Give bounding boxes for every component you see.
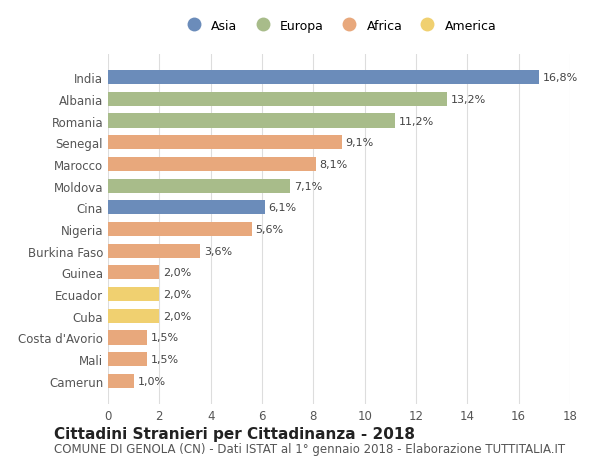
Bar (108, 287, 160, 302)
Bar (108, 374, 134, 388)
Bar (108, 309, 160, 323)
Bar (108, 114, 395, 129)
Legend: Asia, Europa, Africa, America: Asia, Europa, Africa, America (178, 16, 500, 36)
Bar (108, 157, 316, 172)
Bar (108, 201, 265, 215)
Text: 2,0%: 2,0% (163, 311, 191, 321)
Bar (108, 244, 200, 258)
Bar (108, 179, 290, 193)
Bar (108, 353, 146, 366)
Text: 13,2%: 13,2% (451, 95, 486, 105)
Text: 7,1%: 7,1% (294, 181, 322, 191)
Text: 2,0%: 2,0% (163, 268, 191, 278)
Bar (108, 93, 447, 106)
Text: 1,5%: 1,5% (151, 333, 178, 343)
Text: 9,1%: 9,1% (346, 138, 374, 148)
Text: 5,6%: 5,6% (256, 224, 284, 235)
Text: 2,0%: 2,0% (163, 290, 191, 299)
Text: 11,2%: 11,2% (400, 116, 434, 126)
Text: 8,1%: 8,1% (320, 160, 348, 169)
Bar (108, 136, 341, 150)
Bar (108, 330, 146, 345)
Bar (108, 223, 252, 236)
Text: 6,1%: 6,1% (268, 203, 296, 213)
Text: COMUNE DI GENOLA (CN) - Dati ISTAT al 1° gennaio 2018 - Elaborazione TUTTITALIA.: COMUNE DI GENOLA (CN) - Dati ISTAT al 1°… (54, 442, 565, 455)
Text: Cittadini Stranieri per Cittadinanza - 2018: Cittadini Stranieri per Cittadinanza - 2… (54, 426, 415, 442)
Bar (108, 71, 539, 85)
Text: 1,5%: 1,5% (151, 354, 178, 364)
Text: 3,6%: 3,6% (204, 246, 232, 256)
Bar (108, 266, 160, 280)
Text: 1,0%: 1,0% (137, 376, 166, 386)
Text: 16,8%: 16,8% (543, 73, 578, 83)
